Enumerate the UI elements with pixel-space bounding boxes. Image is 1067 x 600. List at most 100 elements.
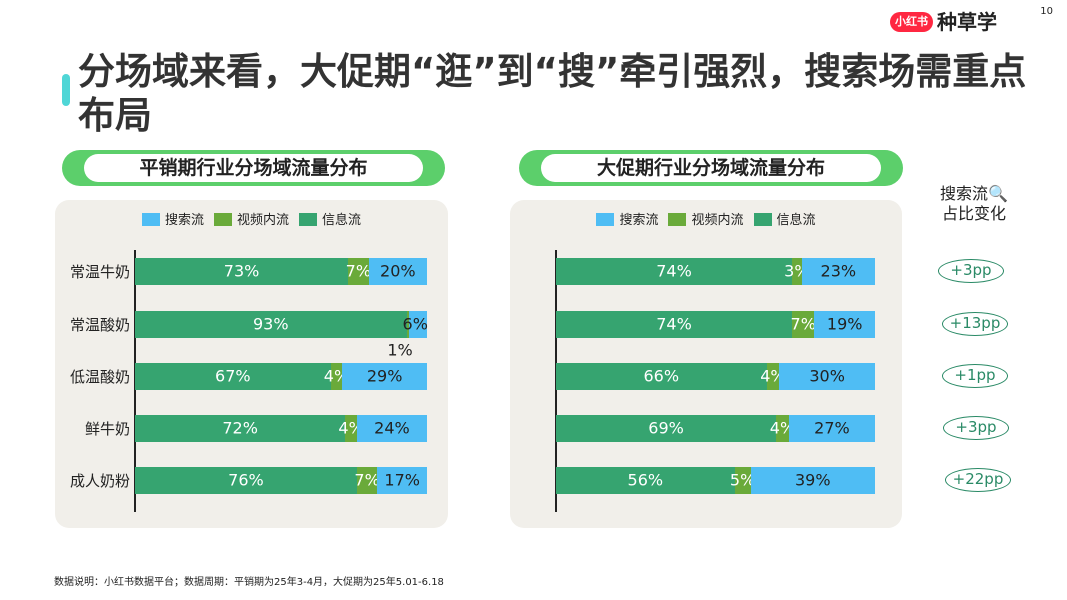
bar-segment-feed [135,415,346,442]
data-label: 39% [795,470,831,490]
data-label: 1% [387,340,413,360]
side-heading-line-2: 占比变化 [941,204,1006,223]
legend-label: 视频内流 [691,213,744,228]
bar-segment-feed [556,258,793,285]
legend-swatch [596,213,615,226]
data-label: 29% [366,366,403,386]
legend: 搜索流 视频内流 信息流 [510,209,902,228]
chart-1-title: 平销期行业分场域流量分布 [84,154,423,182]
bar-segment-feed [135,258,349,285]
bar-segment-feed [135,311,407,338]
data-label: 7% [345,261,372,281]
data-label: 66% [643,366,680,386]
legend-label: 搜索流 [164,213,204,228]
chart-2-title: 大促期行业分场域流量分布 [541,154,881,182]
chart-1-title-pill: 平销期行业分场域流量分布 [62,150,445,186]
logo: 小红书 种草学 [890,10,997,34]
bar-segment-feed [556,311,793,338]
bar-segment-search [788,415,875,442]
data-label: 7% [790,314,816,334]
category-label: 常温牛奶 [69,263,130,281]
data-label: 56% [627,470,664,490]
search-share-change-badge: +3pp [943,416,1009,440]
chart-2-title-pill: 大促期行业分场域流量分布 [519,150,903,186]
data-label: 93% [252,314,289,334]
legend-item: 搜索流 [141,209,204,228]
side-heading-line-1: 搜索流 [940,184,989,203]
data-label: 17% [384,470,420,490]
chart-1-panel: 搜索流 视频内流 信息流常温牛奶 73% 7% 20% 常温酸奶 93% 1% 6% 低温酸奶 67%… [55,200,448,528]
bar-segment-video [766,363,780,390]
bar-segment-video [792,258,802,285]
data-label: 27% [814,418,850,438]
bar-segment-video [345,415,357,442]
bar-segment-video [348,258,369,285]
bar-segment-search [409,311,427,338]
legend: 搜索流 视频内流 信息流 [55,209,448,228]
legend-swatch [299,213,317,226]
data-label: 67% [215,366,251,386]
data-label: 74% [656,261,692,281]
data-label: 69% [648,418,684,438]
data-label: 76% [228,470,264,490]
legend-item: 视频内流 [668,209,744,228]
category-label: 鲜牛奶 [84,420,130,438]
search-share-change-badge: +22pp [945,468,1011,492]
data-label: 23% [820,261,857,281]
legend-swatch [753,213,772,226]
legend-swatch [668,213,687,226]
data-note: 数据说明：小红书数据平台；数据周期：平销期为25年3-4月，大促期为25年5.0… [54,577,444,588]
chart-2-panel: 搜索流视频内流信息流74%3%23%74%7%19%66%4%30%69%4%2… [510,200,902,528]
search-share-change-badge: +13pp [942,312,1008,336]
data-label: 73% [223,261,260,281]
bar-segment-search [750,467,875,494]
search-share-change-badge: +1pp [942,364,1008,388]
data-label: 19% [826,314,863,334]
bar-segment-search [814,311,875,338]
search-share-change-badge: +3pp [938,259,1004,283]
legend-item: 信息流 [299,209,361,228]
legend-item: 视频内流 [213,209,289,228]
data-label: 7% [354,470,380,490]
bar-segment-video [792,311,815,338]
bar-segment-search [356,415,427,442]
bar-segment-search [801,258,875,285]
data-label: 30% [809,366,845,386]
bar-segment-video [330,363,343,390]
legend-item: 信息流 [753,209,816,228]
bar-segment-video [406,311,410,338]
legend-swatch [213,213,232,226]
category-label: 低温酸奶 [69,368,130,386]
page-title: 分场域来看，大促期“逛”到“搜”牵引强烈，搜索场需重点布局 [78,50,1027,137]
category-label: 成人奶粉 [69,472,130,490]
title-accent-bar [62,74,70,106]
data-label: 24% [374,418,410,438]
bar-segment-feed [556,467,735,494]
legend-label: 信息流 [322,213,362,228]
bar-segment-search [377,467,427,494]
bar-segment-feed [135,363,331,390]
data-label: 20% [380,261,416,281]
side-heading: 搜索流🔍 占比变化 [940,184,1008,224]
bar-segment-search [779,363,875,390]
bar-segment-feed [135,467,357,494]
legend-label: 视频内流 [236,213,289,228]
data-label: 6% [402,314,428,334]
category-label: 常温酸奶 [69,316,130,334]
legend-label: 信息流 [776,213,816,228]
bar-segment-search [368,258,427,285]
bar-segment-video [776,415,789,442]
magnifier-icon: 🔍 [988,184,1008,203]
legend-label: 搜索流 [619,213,659,228]
bar-segment-video [734,467,751,494]
data-label: 72% [222,418,258,438]
bar-segment-feed [556,415,777,442]
bar-segment-search [342,363,427,390]
logo-text: 种草学 [937,10,997,34]
legend-item: 搜索流 [596,209,658,228]
bar-segment-feed [556,363,767,390]
data-label: 74% [656,314,692,334]
logo-badge: 小红书 [890,12,933,32]
bar-segment-video [356,467,378,494]
legend-swatch [141,213,160,226]
